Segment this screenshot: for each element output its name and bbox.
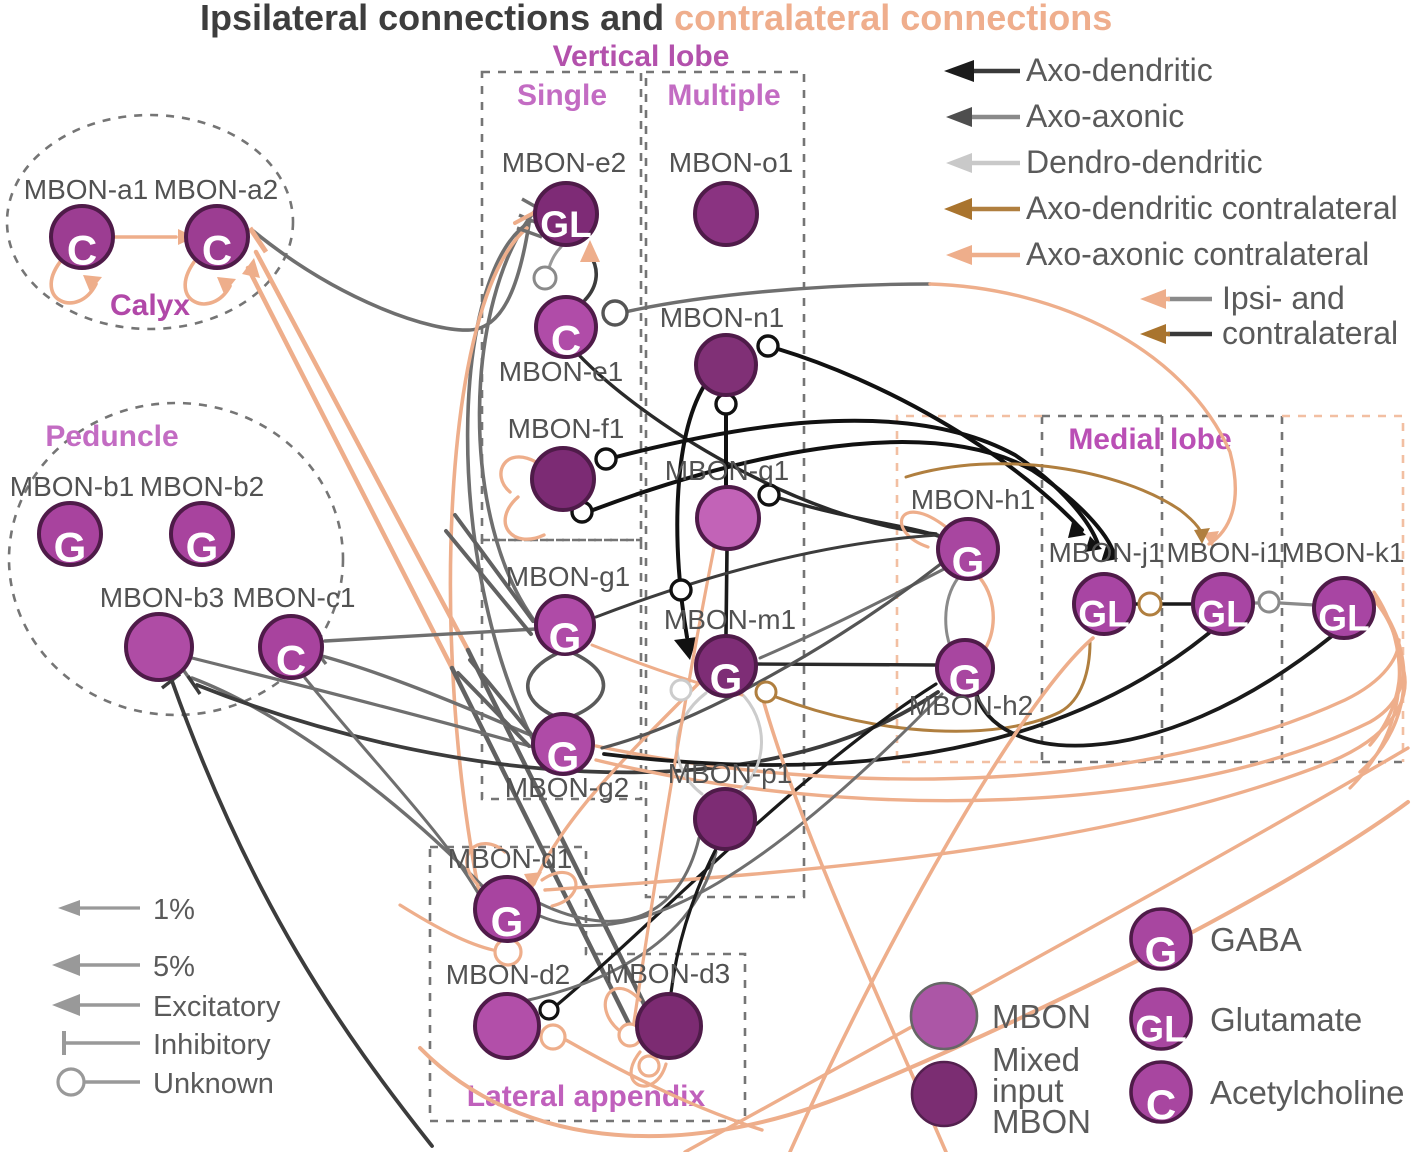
svg-text:Calyx: Calyx — [110, 289, 190, 322]
svg-text:C: C — [551, 317, 581, 364]
svg-text:Mixed: Mixed — [992, 1041, 1080, 1078]
svg-text:Medial lobe: Medial lobe — [1068, 423, 1231, 456]
svg-text:input: input — [992, 1072, 1064, 1109]
svg-text:MBON-c1: MBON-c1 — [233, 582, 356, 613]
svg-text:Ipsilateral connections and co: Ipsilateral connections and contralatera… — [200, 0, 1112, 38]
svg-text:G: G — [547, 733, 580, 780]
svg-text:Axo-axonic contralateral: Axo-axonic contralateral — [1026, 236, 1369, 272]
svg-text:G: G — [549, 614, 582, 661]
svg-text:MBON-g2: MBON-g2 — [505, 772, 629, 803]
svg-text:G: G — [949, 656, 982, 703]
svg-text:Dendro-dendritic: Dendro-dendritic — [1026, 144, 1263, 180]
svg-text:MBON-b1: MBON-b1 — [10, 471, 134, 502]
svg-text:MBON-a1: MBON-a1 — [24, 174, 148, 205]
svg-text:G: G — [710, 655, 743, 702]
svg-text:Peduncle: Peduncle — [45, 420, 178, 453]
svg-text:MBON-d1: MBON-d1 — [448, 843, 572, 874]
svg-text:MBON-i1: MBON-i1 — [1166, 537, 1281, 568]
svg-text:MBON: MBON — [992, 998, 1091, 1035]
svg-text:MBON-q1: MBON-q1 — [665, 455, 789, 486]
svg-text:GL: GL — [540, 204, 591, 245]
svg-text:MBON-f1: MBON-f1 — [508, 413, 625, 444]
svg-text:MBON-e1: MBON-e1 — [499, 356, 623, 387]
svg-text:GL: GL — [1197, 594, 1248, 635]
svg-text:Acetylcholine: Acetylcholine — [1210, 1074, 1404, 1111]
svg-text:MBON-b3: MBON-b3 — [100, 582, 224, 613]
svg-text:C: C — [1146, 1081, 1176, 1128]
svg-text:MBON-n1: MBON-n1 — [660, 302, 784, 333]
svg-text:Inhibitory: Inhibitory — [153, 1029, 271, 1061]
svg-text:GABA: GABA — [1210, 921, 1302, 958]
svg-text:Axo-dendritic contralateral: Axo-dendritic contralateral — [1026, 190, 1398, 226]
svg-text:GL: GL — [1318, 598, 1369, 639]
svg-text:5%: 5% — [153, 951, 195, 983]
svg-text:1%: 1% — [153, 894, 195, 926]
svg-text:G: G — [186, 524, 219, 571]
svg-text:MBON-e2: MBON-e2 — [502, 147, 626, 178]
svg-text:MBON-d3: MBON-d3 — [606, 958, 730, 989]
svg-text:GL: GL — [1135, 1009, 1186, 1050]
svg-text:G: G — [1145, 928, 1178, 975]
svg-text:G: G — [491, 898, 524, 945]
svg-text:MBON-m1: MBON-m1 — [664, 604, 796, 635]
svg-text:Single: Single — [517, 79, 607, 112]
svg-text:MBON: MBON — [992, 1103, 1091, 1140]
svg-text:Glutamate: Glutamate — [1210, 1001, 1362, 1038]
svg-text:Ipsi- and: Ipsi- and — [1222, 280, 1345, 316]
svg-text:MBON-j1: MBON-j1 — [1048, 537, 1163, 568]
svg-text:Unknown: Unknown — [153, 1068, 274, 1100]
svg-text:MBON-a2: MBON-a2 — [154, 174, 278, 205]
svg-text:MBON-k1: MBON-k1 — [1282, 537, 1405, 568]
svg-text:MBON-h1: MBON-h1 — [911, 484, 1035, 515]
svg-text:C: C — [276, 637, 306, 684]
svg-text:G: G — [54, 524, 87, 571]
svg-text:MBON-d2: MBON-d2 — [446, 959, 570, 990]
svg-text:contralateral: contralateral — [1222, 315, 1398, 351]
svg-text:MBON-p1: MBON-p1 — [668, 758, 792, 789]
svg-text:G: G — [952, 538, 985, 585]
svg-text:Vertical lobe: Vertical lobe — [553, 40, 730, 73]
svg-text:GL: GL — [1078, 594, 1129, 635]
svg-text:Excitatory: Excitatory — [153, 991, 281, 1023]
svg-text:MBON-b2: MBON-b2 — [140, 471, 264, 502]
svg-text:Axo-dendritic: Axo-dendritic — [1026, 52, 1213, 88]
svg-text:Axo-axonic: Axo-axonic — [1026, 98, 1184, 134]
svg-text:MBON-g1: MBON-g1 — [506, 561, 630, 592]
svg-text:C: C — [67, 227, 97, 274]
svg-text:C: C — [202, 227, 232, 274]
svg-text:MBON-h2: MBON-h2 — [909, 690, 1033, 721]
svg-text:Multiple: Multiple — [667, 79, 780, 112]
svg-text:MBON-o1: MBON-o1 — [669, 147, 793, 178]
